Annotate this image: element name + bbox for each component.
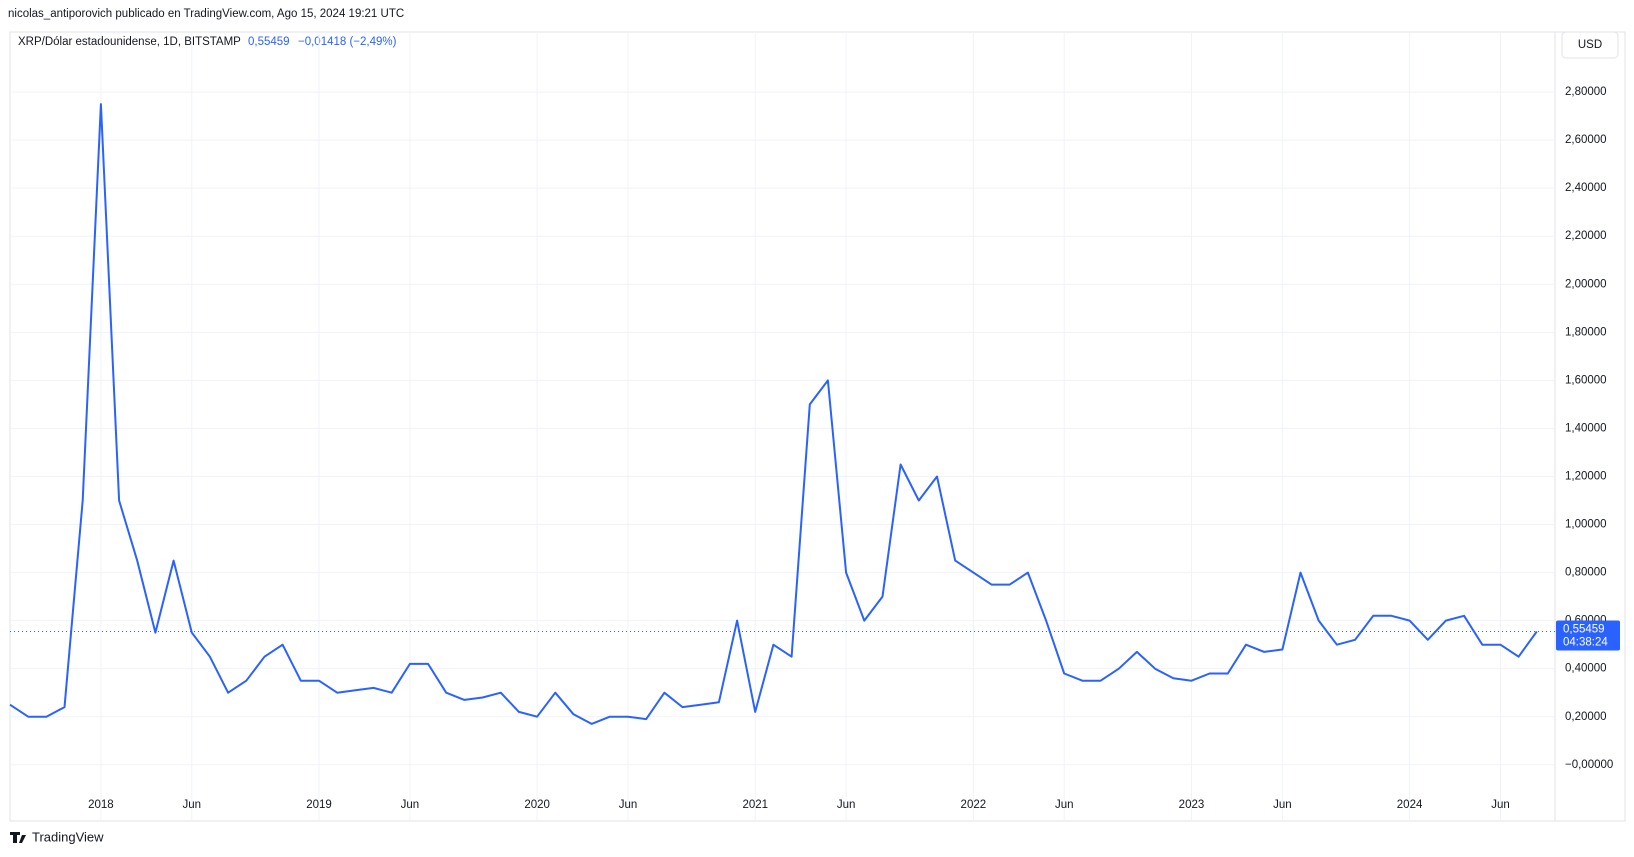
last-price: 0,55459 [248,36,290,48]
y-tick-label: 2,60000 [1565,134,1607,146]
y-tick-label: 2,00000 [1565,278,1607,290]
x-tick-label: Jun [619,799,638,811]
y-tick-label: 0,80000 [1565,567,1607,579]
last-price-badge [1556,620,1620,651]
x-tick-label: 2024 [1397,799,1423,811]
x-tick-label: 2019 [306,799,332,811]
publisher: nicolas_antiporovich publicado en Tradin… [8,8,404,20]
x-tick-label: 2023 [1179,799,1205,811]
y-tick-label: 2,20000 [1565,230,1607,242]
countdown: 04:38:24 [1563,637,1608,649]
x-tick-label: Jun [182,799,201,811]
price-line [9,103,1538,725]
logo-text: TradingView [32,829,104,844]
last-price-badge-label: 0,55459 [1563,624,1605,636]
x-tick-label: Jun [837,799,856,811]
y-tick-label: 1,40000 [1565,422,1607,434]
currency[interactable]: USD [1578,39,1602,51]
y-tick-label: 1,60000 [1565,374,1607,386]
x-tick-label: Jun [1055,799,1074,811]
x-tick-label: Jun [1273,799,1292,811]
price-change: −0,01418 (−2,49%) [298,36,397,48]
symbol-title: XRP/Dólar estadounidense, 1D, BITSTAMP [18,36,241,48]
x-tick-label: 2020 [524,799,550,811]
logo: TradingView [10,829,104,844]
y-tick-label: 2,80000 [1565,86,1607,98]
x-tick-label: 2022 [961,799,987,811]
chart-frame [9,31,1626,822]
x-tick-label: 2018 [88,799,114,811]
x-tick-label: Jun [1491,799,1510,811]
y-tick-label: −0,00000 [1565,759,1613,771]
logo-icon [10,832,26,843]
x-tick-label: 2021 [742,799,768,811]
y-tick-label: 1,20000 [1565,471,1607,483]
y-tick-label: 2,40000 [1565,182,1607,194]
y-tick-label: 0,40000 [1565,663,1607,675]
y-tick-label: 0,20000 [1565,711,1607,723]
x-tick-label: Jun [401,799,420,811]
y-tick-label: 1,00000 [1565,519,1607,531]
grid [10,32,1555,821]
currency-button[interactable] [1561,31,1619,59]
y-tick-label: 1,80000 [1565,326,1607,338]
